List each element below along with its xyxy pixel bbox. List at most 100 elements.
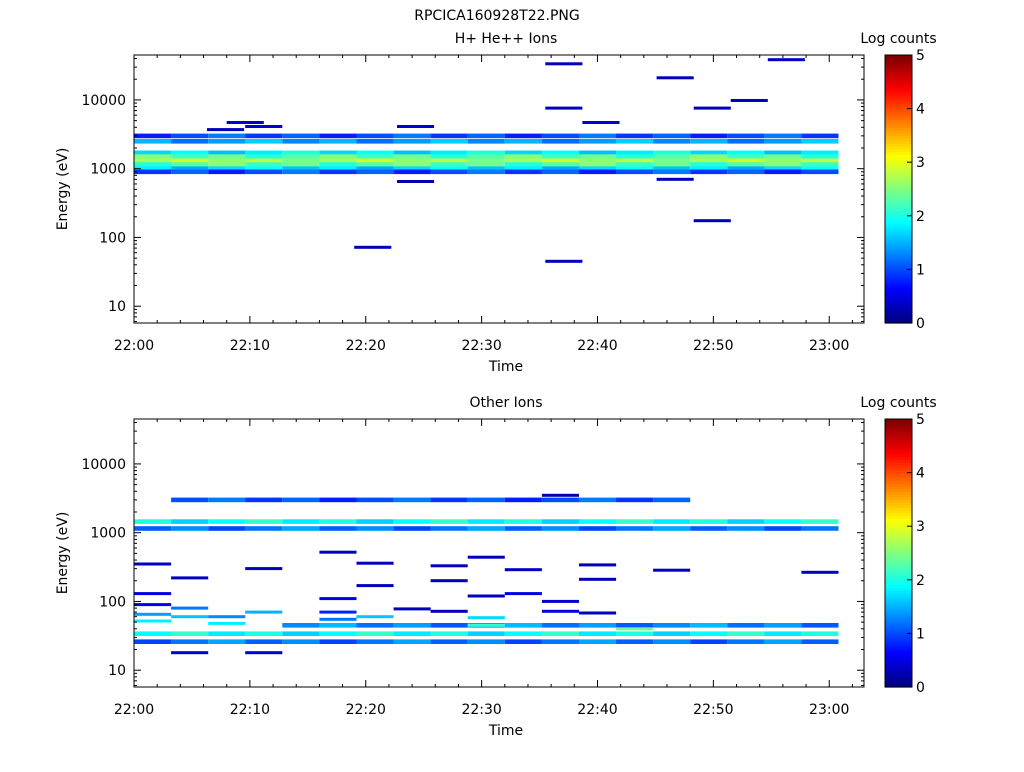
- spectrogram-cell: [727, 623, 765, 628]
- spectrogram-cell: [171, 139, 209, 144]
- colorbar-swatch: [885, 296, 912, 300]
- spectrogram-cell: [690, 166, 728, 171]
- spectrogram-cell: [282, 169, 320, 175]
- colorbar-swatch: [885, 652, 912, 656]
- spectrogram-cell: [134, 162, 172, 167]
- spectrogram-cell: [245, 610, 283, 614]
- x-tick-label: 22:20: [346, 338, 386, 354]
- spectrogram-cell: [579, 526, 617, 531]
- y-tick-label: 1000: [90, 526, 126, 542]
- spectrogram-cell: [653, 639, 691, 644]
- colorbar-swatch: [885, 124, 912, 128]
- spectrogram-cell: [282, 497, 320, 503]
- spectrogram-cell: [208, 615, 246, 619]
- colorbar-swatch: [885, 140, 912, 145]
- colorbar-swatch: [885, 135, 912, 139]
- colorbar-swatch: [885, 611, 912, 616]
- colorbar-swatch: [885, 210, 912, 214]
- spectrogram-cell: [171, 150, 209, 156]
- colorbar-swatch: [885, 309, 912, 313]
- colorbar-swatch: [885, 97, 912, 102]
- spectrogram-cell: [430, 579, 468, 583]
- colorbar-swatch: [885, 461, 912, 466]
- colorbar-swatch: [885, 105, 912, 110]
- colorbar-swatch: [885, 55, 912, 59]
- colorbar-swatch: [885, 60, 912, 64]
- spectrogram-cell: [245, 154, 283, 159]
- panel-title: H+ He++ Ions: [455, 31, 558, 47]
- colorbar-swatch: [885, 665, 912, 669]
- colorbar-swatch: [885, 229, 912, 233]
- spectrogram-cell: [541, 169, 579, 175]
- colorbar-swatch: [885, 95, 912, 99]
- colorbar-swatch: [885, 657, 912, 661]
- spectrogram-cell: [134, 158, 172, 164]
- colorbar-swatch: [885, 199, 912, 203]
- spectrogram-cell: [319, 497, 357, 503]
- spectrogram-cell: [134, 526, 172, 531]
- spectrogram-cell: [467, 162, 505, 167]
- y-tick-label: 10000: [81, 93, 126, 109]
- spectrogram-cell: [467, 519, 505, 524]
- colorbar-swatch: [885, 494, 912, 498]
- spectrogram-cell: [208, 154, 246, 159]
- spectrogram-cell: [245, 631, 283, 636]
- spectrogram-cell: [801, 154, 839, 159]
- spectrogram-cell: [653, 497, 691, 503]
- y-axis-label: Energy (eV): [55, 148, 71, 231]
- spectrogram-cell: [582, 121, 620, 124]
- spectrogram-cell: [171, 169, 209, 175]
- colorbar-swatch: [885, 247, 912, 252]
- spectrogram-cell: [656, 177, 694, 181]
- spectrogram-cell: [356, 150, 394, 156]
- spectrogram-cell: [356, 526, 394, 531]
- spectrogram-cell: [356, 169, 394, 175]
- colorbar-swatch: [885, 595, 912, 600]
- spectrogram-cell: [801, 169, 839, 175]
- colorbar-swatch: [885, 437, 912, 442]
- spectrogram-cell: [541, 162, 579, 167]
- colorbar-swatch: [885, 566, 912, 570]
- spectrogram-cell: [579, 158, 617, 164]
- colorbar-swatch: [885, 197, 912, 201]
- colorbar-swatch: [885, 63, 912, 67]
- spectrogram-cell: [541, 639, 579, 644]
- colorbar-swatch: [885, 451, 912, 455]
- spectrogram-cell: [171, 158, 209, 164]
- spectrogram-cell: [393, 497, 431, 503]
- spectrogram-cell: [393, 519, 431, 524]
- spectrogram-cell: [690, 133, 728, 139]
- spectrogram-cell: [690, 519, 728, 524]
- colorbar-swatch: [885, 636, 912, 640]
- spectrogram-cell: [545, 259, 583, 263]
- spectrogram-cell: [467, 497, 505, 503]
- spectrogram-cell: [690, 139, 728, 144]
- spectrogram-cell: [504, 158, 542, 164]
- spectrogram-cell: [727, 158, 765, 164]
- spectrogram-cell: [616, 519, 654, 524]
- colorbar-swatch: [885, 245, 912, 249]
- colorbar-swatch: [885, 585, 912, 589]
- colorbar-swatch: [885, 242, 912, 246]
- spectrogram-cell: [393, 623, 431, 628]
- spectrogram-cell: [467, 594, 505, 598]
- spectrogram-cell: [282, 162, 320, 167]
- spectrogram-cell: [208, 133, 246, 139]
- colorbar-swatch: [885, 250, 912, 254]
- colorbar-label: Log counts: [860, 395, 936, 411]
- colorbar-swatch: [885, 459, 912, 463]
- x-tick-label: 22:10: [230, 702, 270, 718]
- spectrogram-cell: [801, 166, 839, 171]
- colorbar-swatch: [885, 558, 912, 562]
- colorbar-swatch: [885, 569, 912, 573]
- colorbar-swatch: [885, 499, 912, 503]
- spectrogram-cell: [727, 519, 765, 524]
- spectrogram-cell: [319, 597, 357, 601]
- spectrogram-cell: [134, 166, 172, 171]
- colorbar-swatch: [885, 100, 912, 104]
- colorbar-swatch: [885, 641, 912, 645]
- colorbar-swatch: [885, 277, 912, 281]
- spectrogram-cell: [430, 169, 468, 175]
